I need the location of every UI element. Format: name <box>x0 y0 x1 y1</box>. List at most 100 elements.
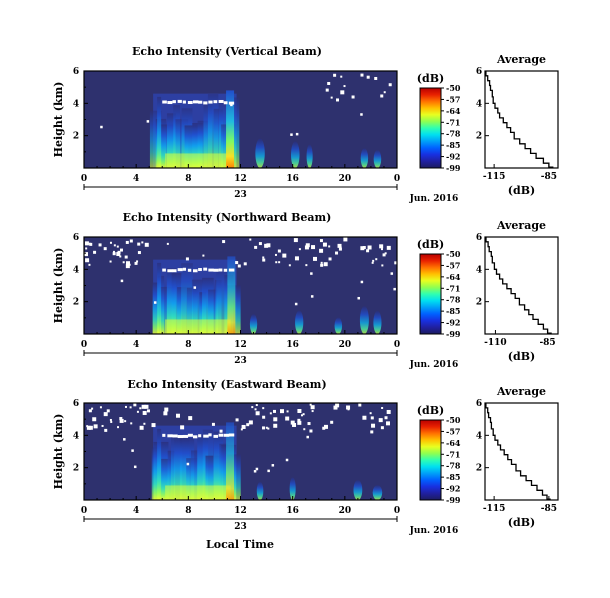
melting-layer-segment <box>228 268 235 272</box>
avg-y-tick-label: 6 <box>476 399 482 409</box>
no-data-cell <box>237 264 241 268</box>
no-data-cell <box>249 238 252 241</box>
melting-layer-segment <box>187 101 193 105</box>
no-data-cell <box>371 261 374 264</box>
no-data-cell <box>383 91 386 94</box>
colorbar-tick-label: -50 <box>446 83 461 93</box>
x-tick-label: 8 <box>185 506 191 516</box>
no-data-cell <box>388 83 392 87</box>
no-data-cell <box>343 85 346 88</box>
no-data-cell <box>360 113 363 116</box>
no-data-cell <box>119 248 123 252</box>
colorbar-tick-label: -57 <box>446 94 460 104</box>
weak-echo <box>256 481 264 500</box>
x-tick-label: 4 <box>133 506 139 516</box>
melting-layer-segment <box>228 433 235 437</box>
no-data-cell <box>339 246 342 249</box>
no-data-cell <box>84 252 89 257</box>
avg-y-tick-label: 2 <box>476 132 482 142</box>
vertical-beam-title: Echo Intensity (Vertical Beam) <box>132 45 322 58</box>
no-data-cell <box>292 422 297 427</box>
melting-layer-segment <box>218 268 223 272</box>
colorbar-tick-label: -99 <box>446 163 461 173</box>
no-data-cell <box>273 417 278 422</box>
no-data-cell <box>116 252 121 257</box>
no-data-cell <box>92 417 97 422</box>
colorbar-tick-label: -71 <box>446 117 460 127</box>
melting-layer-segment <box>208 433 212 437</box>
colorbar <box>419 253 442 335</box>
weak-echo <box>373 310 382 334</box>
y-tick-label: 4 <box>73 265 79 275</box>
no-data-cell <box>146 120 150 123</box>
no-data-cell <box>393 287 396 291</box>
no-data-cell <box>297 418 301 422</box>
no-data-cell <box>336 98 340 102</box>
melting-layer-segment <box>223 433 230 437</box>
echo-edge-spike <box>157 262 162 334</box>
no-data-cell <box>88 263 91 266</box>
no-data-cell <box>235 418 239 422</box>
no-data-cell <box>323 424 328 429</box>
melting-layer-segment <box>213 268 219 272</box>
echo-plume <box>161 458 172 500</box>
no-data-cell <box>269 412 272 415</box>
no-data-cell <box>381 406 384 409</box>
eastward-beam-title: Echo Intensity (Eastward Beam) <box>127 378 326 391</box>
no-data-cell <box>274 253 277 256</box>
no-data-cell <box>185 257 189 261</box>
no-data-cell <box>254 245 258 249</box>
no-data-cell <box>340 90 345 95</box>
no-data-cell <box>112 250 115 253</box>
melting-layer-segment <box>213 100 218 104</box>
no-data-cell <box>320 263 324 267</box>
no-data-cell <box>323 262 328 267</box>
no-data-cell <box>285 458 289 462</box>
melting-layer-segment <box>182 267 187 271</box>
date-label: Jun. 2016 <box>409 360 459 370</box>
no-data-cell <box>106 409 110 413</box>
no-data-cell <box>382 253 386 257</box>
no-data-cell <box>303 428 306 431</box>
no-data-cell <box>290 133 293 136</box>
x-axis-label-local-time: Local Time <box>206 538 274 551</box>
no-data-cell <box>379 244 384 249</box>
melting-layer-segment <box>182 434 189 438</box>
no-data-cell <box>262 256 265 259</box>
weak-echo <box>290 141 300 168</box>
melting-layer-segment <box>187 433 193 437</box>
melting-layer-segment <box>167 269 173 273</box>
weak-echo <box>255 138 265 168</box>
colorbar-tick-label: -64 <box>446 272 461 282</box>
no-data-cell <box>130 422 133 425</box>
no-data-cell <box>306 435 309 439</box>
no-data-cell <box>180 425 185 430</box>
no-data-cell <box>188 416 193 421</box>
melting-layer-segment <box>228 101 235 105</box>
no-data-cell <box>222 240 226 244</box>
melting-layer-segment <box>198 434 202 438</box>
melting-layer-segment <box>223 101 228 105</box>
no-data-cell <box>305 264 308 267</box>
x-tick-label: 4 <box>133 340 139 350</box>
no-data-cell <box>360 246 365 251</box>
x-tick-label: 8 <box>185 340 191 350</box>
no-data-cell <box>297 420 302 425</box>
colorbar-tick-label: -50 <box>446 249 461 259</box>
no-data-cell <box>193 286 197 289</box>
colorbar <box>419 419 442 501</box>
no-data-cell <box>264 243 269 248</box>
northward-beam-panel: Echo Intensity (Northward Beam) 6 4 2 Heigh… <box>52 211 559 370</box>
no-data-cell <box>93 250 97 254</box>
no-data-cell <box>122 261 125 264</box>
no-data-cell <box>120 279 124 283</box>
average-frame <box>484 70 559 169</box>
no-data-cell <box>88 242 91 245</box>
no-data-cell <box>146 409 150 413</box>
no-data-cell <box>136 260 139 263</box>
melting-layer-segment <box>198 100 203 104</box>
no-data-cell <box>386 421 391 426</box>
no-data-cell <box>151 423 156 428</box>
weak-echo <box>289 477 296 500</box>
